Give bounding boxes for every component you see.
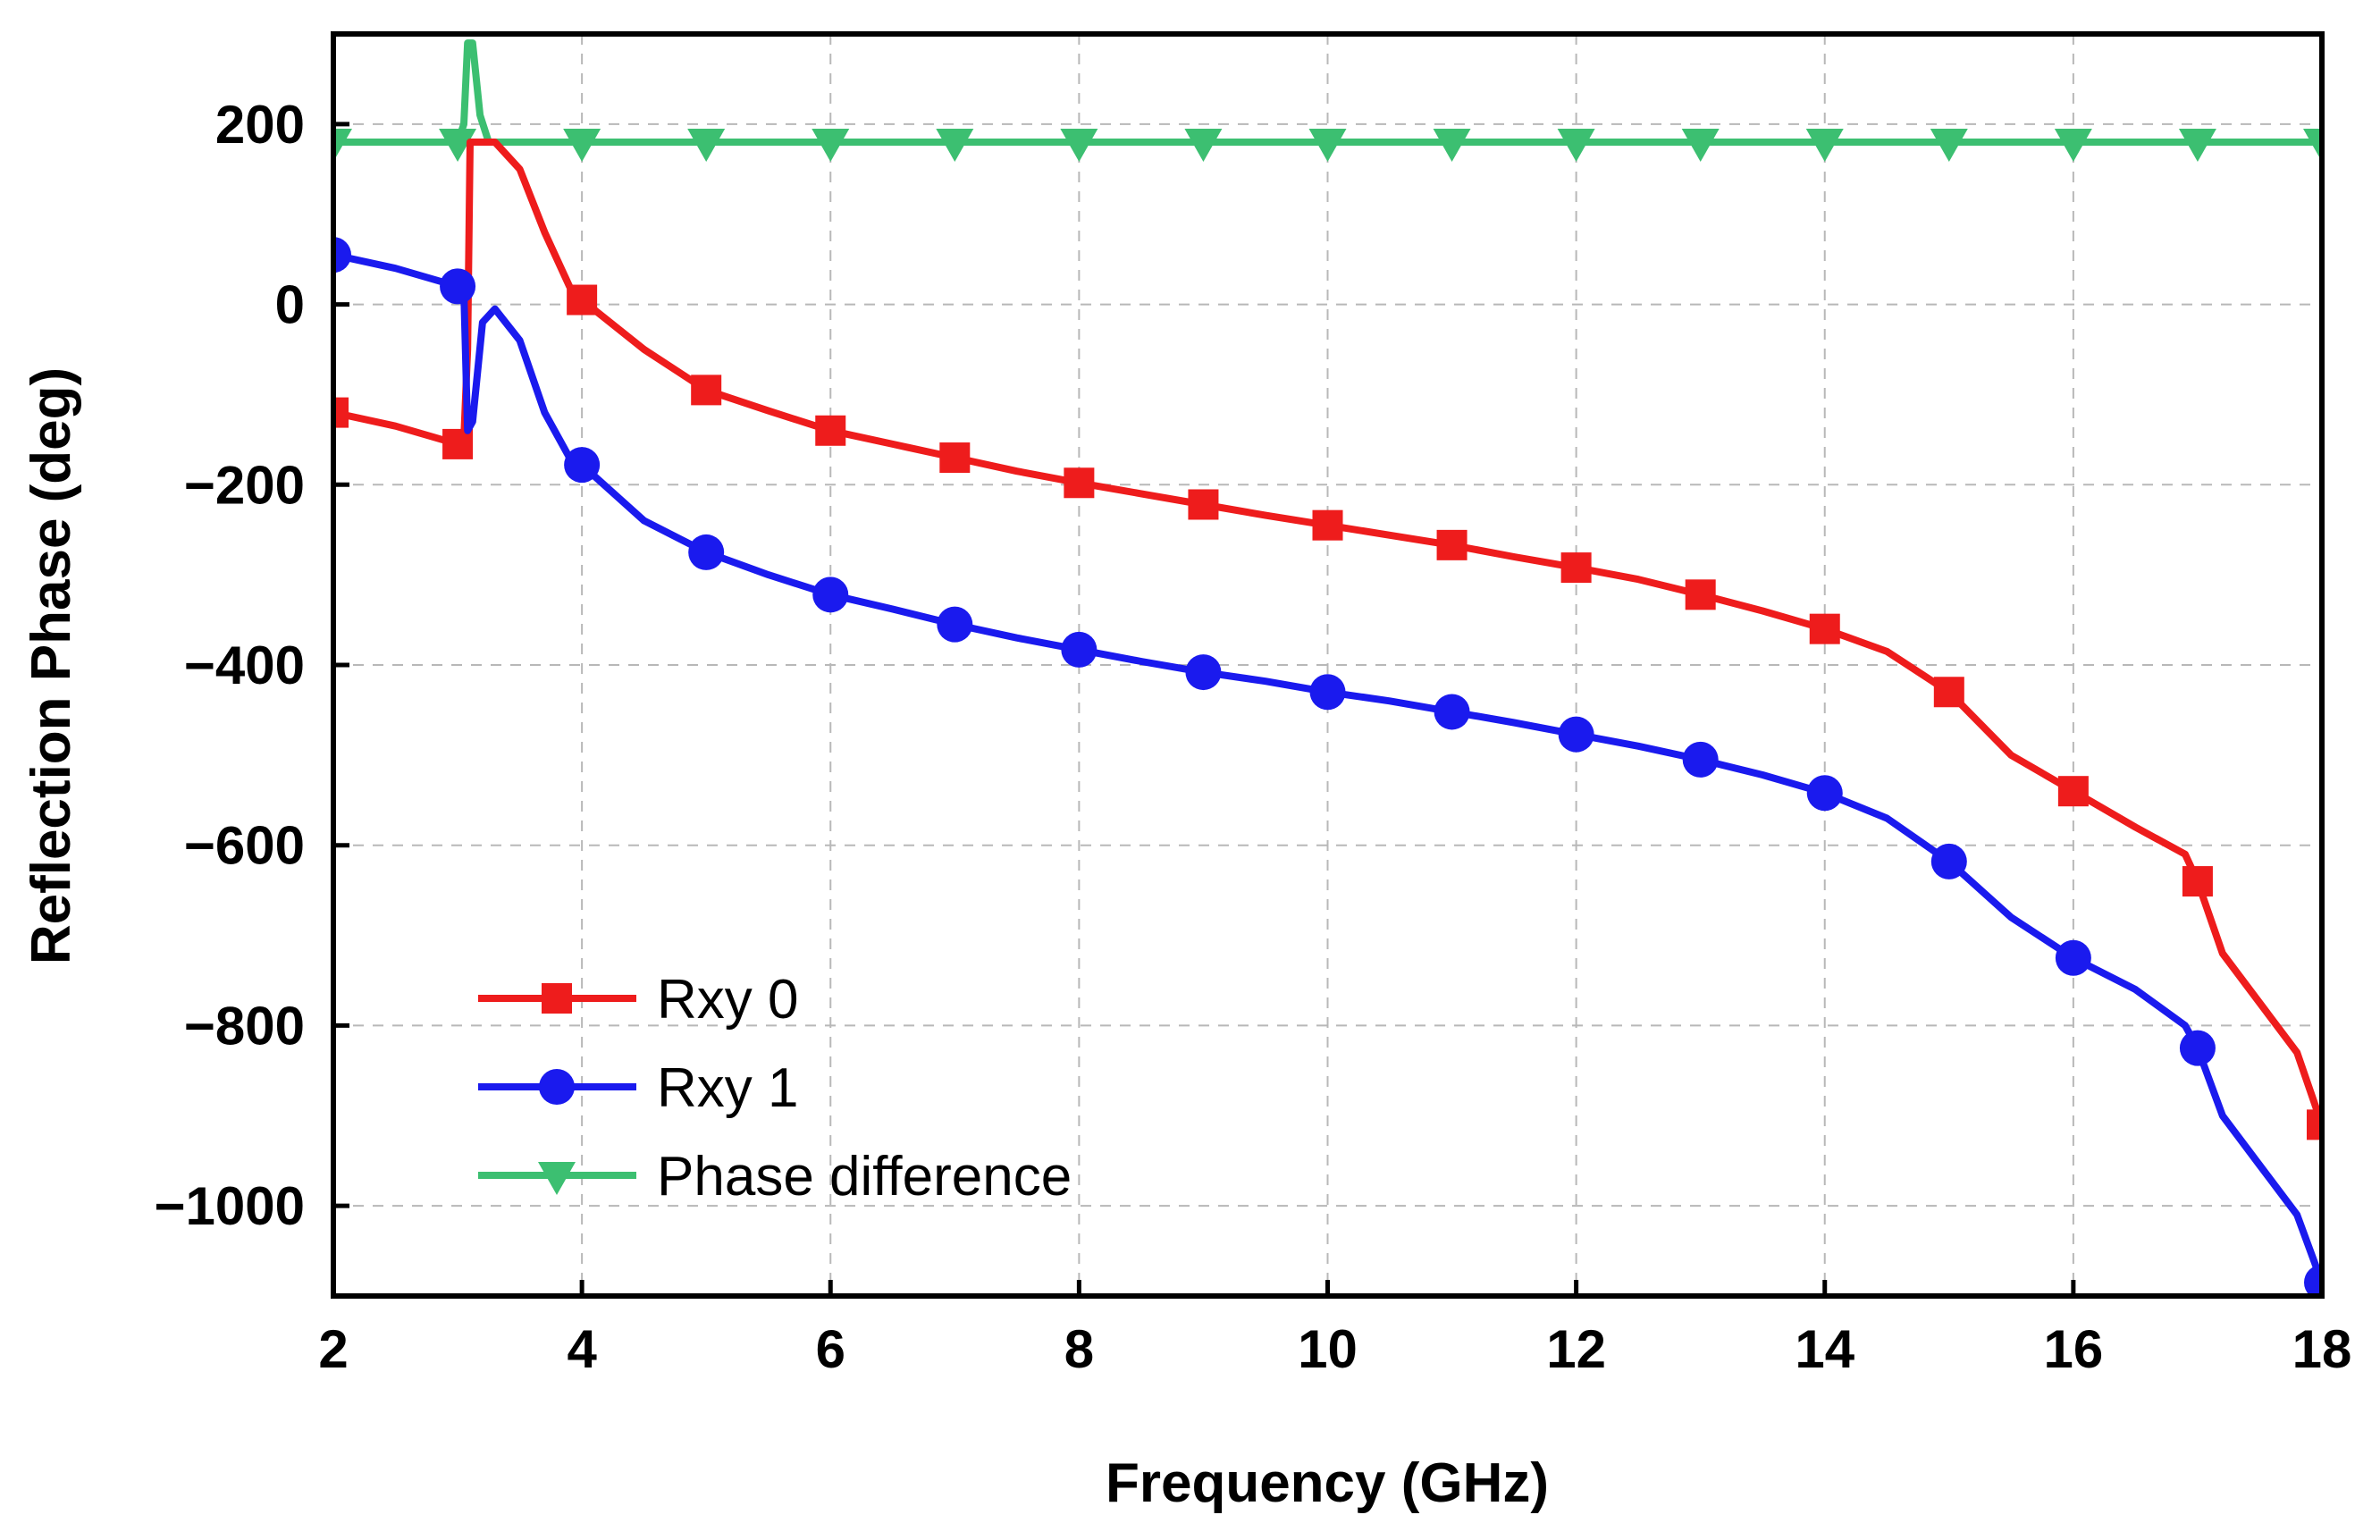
axis-ticks [331, 122, 2325, 1296]
data-point-phase-difference [2178, 129, 2216, 163]
data-point-phase-difference [812, 129, 850, 163]
data-point-phase-difference [563, 129, 601, 163]
legend-marker-phase-difference [538, 1162, 576, 1195]
data-point-phase-difference [687, 129, 726, 163]
data-point-phase-difference [1184, 129, 1223, 163]
x-tick-label: 6 [816, 1319, 845, 1379]
y-tick-label: −400 [184, 635, 305, 695]
data-point-rxy-0 [1933, 677, 1964, 708]
data-point-phase-difference [1308, 129, 1347, 163]
data-point-rxy-0 [1312, 509, 1343, 541]
y-tick-label: −600 [184, 816, 305, 876]
data-point-rxy-1 [2179, 1030, 2216, 1066]
data-point-rxy-1 [564, 447, 601, 484]
x-tick-label: 14 [1795, 1319, 1854, 1379]
x-tick-label: 10 [1298, 1319, 1358, 1379]
data-point-rxy-1 [333, 237, 351, 273]
data-point-phase-difference [1805, 129, 1844, 163]
data-point-phase-difference [439, 129, 477, 163]
data-point-rxy-1 [1806, 775, 1843, 812]
y-tick-label: −200 [184, 455, 305, 515]
x-axis-title: Frequency (GHz) [1106, 1452, 1549, 1514]
series-layer [333, 39, 2322, 1296]
data-point-phase-difference [936, 129, 974, 163]
x-tick-label: 12 [1546, 1319, 1606, 1379]
y-tick-label: −1000 [154, 1176, 305, 1236]
data-point-rxy-0 [1188, 489, 1219, 520]
data-point-phase-difference [2303, 129, 2322, 163]
x-tick-label: 18 [2292, 1319, 2352, 1379]
y-tick-label: −800 [184, 996, 305, 1056]
data-point-rxy-1 [937, 606, 973, 643]
legend-label-rxy-0: Rxy 0 [657, 969, 798, 1031]
series-phase-difference [333, 39, 2322, 163]
y-tick-label: 200 [215, 95, 305, 155]
data-point-rxy-0 [2182, 866, 2213, 897]
data-point-rxy-1 [688, 534, 725, 570]
series-rxy-0 [333, 139, 2322, 1140]
data-point-phase-difference [1930, 129, 1968, 163]
data-point-rxy-1 [1185, 654, 1222, 691]
legend-label-rxy-1: Rxy 1 [657, 1057, 798, 1119]
data-point-phase-difference [333, 129, 352, 163]
data-point-phase-difference [1557, 129, 1595, 163]
data-point-rxy-0 [1064, 467, 1095, 499]
data-point-rxy-0 [1685, 579, 1716, 610]
data-point-rxy-1 [2055, 939, 2091, 976]
data-point-phase-difference [1681, 129, 1720, 163]
legend-item-rxy-1: Rxy 1 [478, 1057, 798, 1119]
data-point-rxy-1 [1930, 843, 1967, 879]
data-point-rxy-0 [815, 415, 846, 446]
x-tick-labels: 2 4 6 8 10 12 14 16 18 [318, 1319, 2351, 1379]
data-point-rxy-0 [2057, 776, 2089, 807]
data-point-rxy-0 [939, 442, 971, 474]
data-point-rxy-1 [1309, 674, 1346, 711]
data-point-rxy-1 [440, 268, 476, 305]
data-point-rxy-0 [333, 397, 349, 428]
x-tick-label: 8 [1064, 1319, 1094, 1379]
data-point-rxy-0 [1809, 613, 1840, 644]
grid-lines [333, 34, 2322, 1296]
data-point-rxy-1 [812, 576, 849, 613]
series-rxy-1 [333, 237, 2322, 1296]
data-point-rxy-1 [1061, 631, 1097, 668]
data-point-rxy-0 [691, 374, 722, 406]
legend: Rxy 0 Rxy 1 Phase difference [478, 969, 1072, 1208]
data-point-rxy-1 [1682, 741, 1719, 778]
data-point-rxy-0 [1560, 552, 1592, 584]
data-point-rxy-0 [1436, 529, 1468, 560]
x-tick-label: 2 [318, 1319, 348, 1379]
data-point-rxy-1 [1558, 716, 1594, 753]
x-tick-label: 4 [567, 1319, 597, 1379]
legend-item-rxy-0: Rxy 0 [478, 969, 798, 1031]
legend-marker-rxy-0 [542, 983, 572, 1014]
data-point-rxy-1 [2304, 1264, 2322, 1296]
legend-marker-rxy-1 [539, 1069, 575, 1105]
data-point-phase-difference [1060, 129, 1098, 163]
legend-item-phase-difference: Phase difference [478, 1146, 1072, 1208]
legend-label-phase-difference: Phase difference [657, 1146, 1072, 1208]
data-point-rxy-0 [2307, 1109, 2322, 1140]
y-tick-labels: 200 0 −200 −400 −600 −800 −1000 [154, 95, 305, 1236]
data-point-rxy-1 [1434, 694, 1470, 730]
y-tick-label: 0 [275, 275, 305, 335]
data-point-phase-difference [1433, 129, 1471, 163]
y-axis-title: Reflection Phase (deg) [21, 367, 82, 964]
x-tick-label: 16 [2044, 1319, 2104, 1379]
data-point-rxy-0 [567, 284, 598, 316]
data-point-phase-difference [2054, 129, 2092, 163]
